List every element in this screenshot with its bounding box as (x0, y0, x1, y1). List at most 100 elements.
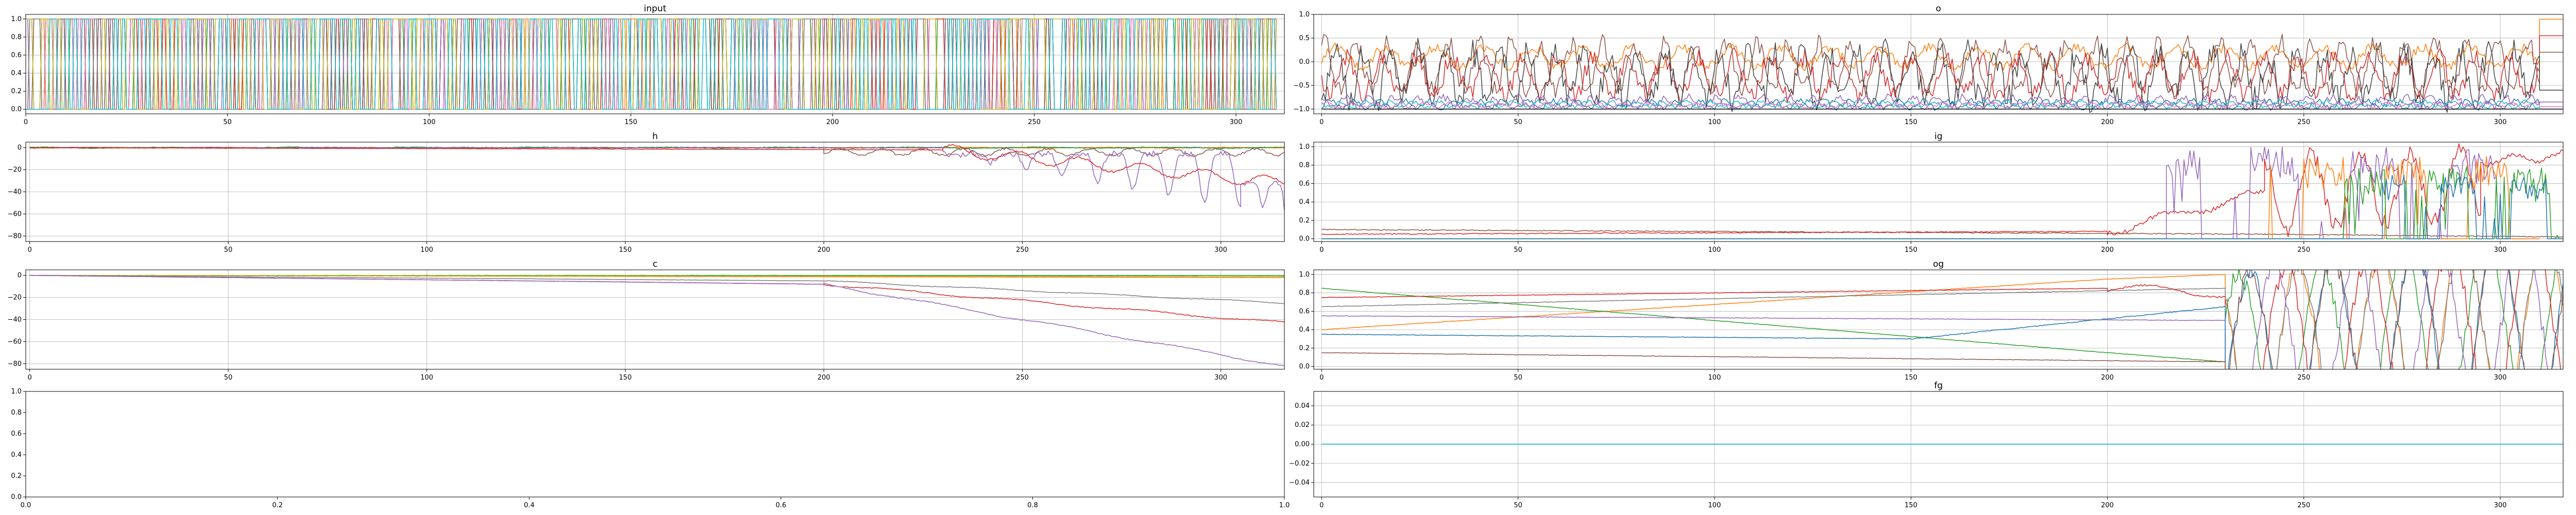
x-tick-label: 50 (1514, 246, 1522, 254)
panel-c: 0 50 100 150 200 250 300 −80 −60 −40 −20 0 c (8, 259, 1285, 382)
panel-title: fg (1934, 381, 1943, 391)
y-tick-label: −80 (8, 360, 22, 368)
y-tick-label: 0.8 (11, 33, 22, 41)
series-line-3 (29, 274, 1284, 277)
series-line-1 (1321, 35, 2563, 105)
series-line-5 (29, 144, 1284, 185)
x-tick-label: 200 (2101, 246, 2114, 254)
x-tick-label: 0 (1319, 374, 1324, 382)
y-tick-label: −20 (8, 294, 22, 302)
x-tick-label: 50 (224, 374, 233, 382)
series-line-6 (29, 274, 1284, 366)
series-line-5 (1321, 175, 2563, 239)
x-tick-label: 250 (2297, 374, 2310, 382)
panel-ig: 0 50 100 150 200 250 300 0.0 0.2 0.4 0.6 0.8 1.0 ig (1299, 131, 2564, 254)
panel-title: input (644, 4, 667, 14)
x-tick-label: 150 (619, 246, 632, 254)
series-line-1 (1321, 270, 2556, 369)
x-tick-label: 200 (818, 374, 831, 382)
axes-frame (1313, 14, 2564, 114)
x-tick-label: 0 (28, 374, 32, 382)
series-line-3 (1321, 270, 2561, 369)
axes-frame (25, 14, 1285, 114)
panel-title: og (1933, 259, 1944, 269)
y-tick-label: −60 (8, 210, 22, 218)
series-line-4 (29, 147, 1284, 211)
y-tick-label: 0.0 (1299, 58, 1310, 66)
x-tick-label: 50 (223, 118, 232, 126)
y-tick-label: −0.02 (1289, 460, 1310, 468)
x-tick-label: 0 (24, 118, 28, 126)
x-tick-label: 250 (2297, 118, 2310, 126)
panel-title: h (652, 131, 658, 142)
y-tick-label: 0.6 (11, 430, 22, 438)
x-tick-label: 0 (1319, 246, 1324, 254)
y-tick-label: 0.2 (11, 472, 22, 480)
y-tick-label: 0.04 (1295, 402, 1310, 410)
x-tick-label: 0.2 (272, 502, 283, 509)
x-tick-label: 0.4 (524, 502, 535, 509)
x-tick-label: 150 (1905, 502, 1918, 509)
y-tick-label: 0.4 (11, 70, 22, 77)
x-tick-label: 0 (1319, 502, 1324, 509)
y-tick-label: 0.4 (11, 451, 22, 459)
panel-o: 0 50 100 150 200 250 300 −1.0 −0.5 0.0 0.5 1.0 o (1293, 4, 2564, 126)
y-tick-label: 0.4 (1299, 198, 1310, 206)
panel-title: c (653, 259, 657, 269)
axes-frame (1313, 142, 2564, 242)
y-tick-label: 0.4 (1299, 326, 1310, 334)
y-tick-label: 0.2 (11, 88, 22, 95)
series-line-2 (1321, 270, 2563, 369)
y-tick-label: −40 (8, 188, 22, 196)
x-tick-label: 50 (224, 246, 233, 254)
y-tick-label: 1.0 (11, 15, 22, 23)
axes-frame (1313, 269, 2564, 370)
series-line-2 (1321, 33, 2563, 99)
series-line-9 (26, 19, 1277, 110)
x-tick-label: 250 (1028, 118, 1041, 126)
y-tick-label: −0.5 (1293, 82, 1310, 90)
panel-h: 0 50 100 150 200 250 300 −80 −60 −40 −20 0 h (8, 131, 1285, 254)
series-line-4 (1321, 270, 2549, 369)
x-tick-label: 300 (1230, 118, 1243, 126)
y-tick-label: 0.6 (1299, 307, 1310, 315)
y-tick-label: 0.0 (11, 106, 22, 113)
y-tick-label: 0.6 (11, 52, 22, 59)
x-tick-label: 150 (619, 374, 632, 382)
y-tick-label: 0.8 (11, 409, 22, 417)
x-tick-label: 300 (2494, 502, 2507, 509)
y-tick-label: −0.04 (1289, 479, 1310, 487)
series-line-1 (1321, 143, 2563, 237)
y-tick-label: −20 (8, 166, 22, 174)
panel-input: 0 50 100 150 200 250 300 0.0 0.2 0.4 0.6 0.8 1.0 inpu… (11, 4, 1285, 126)
x-tick-label: 100 (420, 246, 433, 254)
series-group (1321, 143, 2563, 239)
y-tick-label: 0 (18, 144, 22, 152)
x-tick-label: 50 (1514, 502, 1522, 509)
panel-fg: 0 50 100 150 200 250 300 −0.04 −0.02 0.00 0.02 0.04… (1289, 381, 2564, 509)
panel-title: ig (1935, 131, 1943, 142)
y-tick-label: 1.0 (1299, 11, 1310, 19)
x-tick-label: 250 (2297, 502, 2310, 509)
x-tick-label: 0.0 (21, 502, 31, 509)
series-group (1321, 270, 2563, 369)
x-tick-label: 150 (1905, 374, 1918, 382)
x-tick-label: 50 (1514, 374, 1522, 382)
y-tick-label: −60 (8, 338, 22, 346)
x-tick-label: 250 (2297, 246, 2310, 254)
y-tick-label: 0.8 (1299, 289, 1310, 297)
y-tick-label: −80 (8, 232, 22, 240)
panel-title: o (1936, 4, 1941, 14)
x-tick-label: 250 (1016, 246, 1029, 254)
y-tick-label: 0.2 (1299, 345, 1310, 352)
series-line-0 (1321, 270, 2563, 369)
x-tick-label: 300 (2494, 118, 2507, 126)
x-tick-label: 250 (1016, 374, 1029, 382)
x-tick-label: 200 (826, 118, 839, 126)
series-line-5 (1321, 98, 2563, 111)
y-tick-label: 0 (18, 272, 22, 280)
x-tick-label: 100 (1708, 374, 1721, 382)
series-line-4 (1321, 166, 2563, 239)
x-tick-label: 1.0 (1279, 502, 1290, 509)
series-group (29, 144, 1284, 211)
